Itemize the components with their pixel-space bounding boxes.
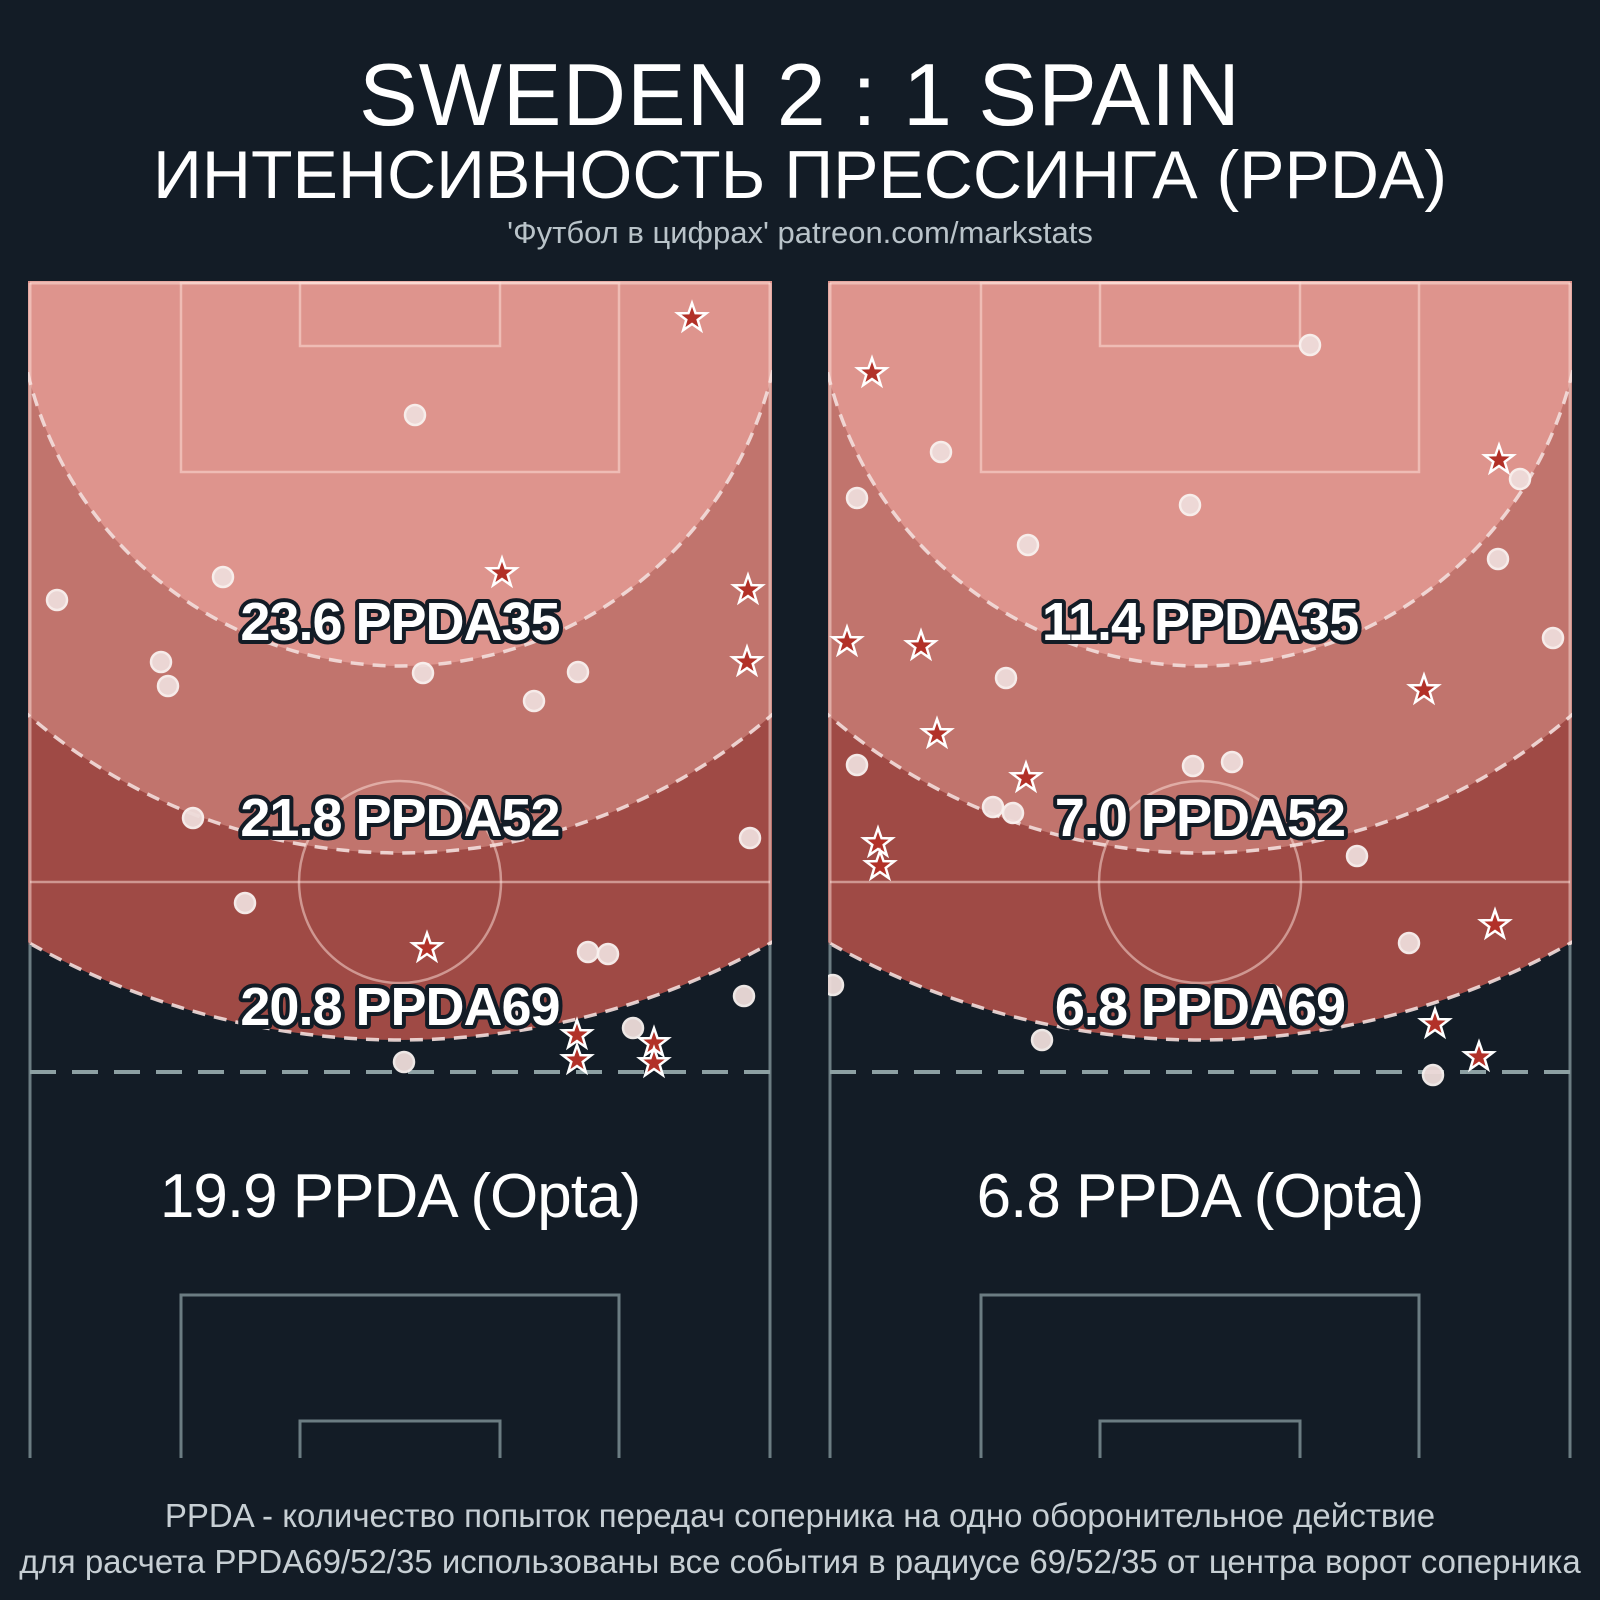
markers-left bbox=[45, 301, 764, 1077]
dot-marker bbox=[1541, 626, 1565, 650]
dot-marker bbox=[1298, 333, 1322, 357]
arc-35-right bbox=[828, 366, 1572, 668]
dot-marker bbox=[929, 440, 953, 464]
dot-marker bbox=[392, 1050, 416, 1074]
dot-marker bbox=[994, 666, 1018, 690]
markers-right bbox=[828, 333, 1565, 1087]
arc-69-right bbox=[828, 940, 1572, 1042]
goal-area-bottom-right-pitch bbox=[1098, 1419, 1302, 1458]
header: SWEDEN 2 : 1 SPAIN ИНТЕНСИВНОСТЬ ПРЕССИН… bbox=[153, 45, 1447, 250]
dot-marker bbox=[1397, 931, 1421, 955]
center-circle-left-pitch bbox=[297, 779, 503, 985]
label-opta-left: 19.9 PPDA (Opta) bbox=[160, 1162, 640, 1231]
footer-line-1: PPDA - количество попыток передач соперн… bbox=[165, 1497, 1435, 1534]
dot-marker bbox=[1421, 1063, 1445, 1087]
label-ppda52-right: 7.0 PPDA52 bbox=[1055, 788, 1345, 848]
page-title: SWEDEN 2 : 1 SPAIN bbox=[359, 45, 1241, 144]
dot-marker bbox=[1181, 754, 1205, 778]
dot-marker bbox=[1259, 983, 1283, 1007]
dot-marker bbox=[1178, 493, 1202, 517]
zone-ppda35-right bbox=[828, 281, 1572, 666]
dot-marker bbox=[1001, 801, 1025, 825]
dot-marker bbox=[1016, 533, 1040, 557]
credit-line: 'Футбол в цифрах' patreon.com/markstats bbox=[507, 215, 1093, 250]
dot-marker bbox=[576, 940, 600, 964]
dot-marker bbox=[828, 973, 845, 997]
label-ppda69-right: 6.8 PPDA69 bbox=[1055, 977, 1345, 1037]
dot-marker bbox=[499, 997, 523, 1021]
goal-area-top-left-pitch bbox=[298, 281, 502, 348]
dot-marker bbox=[845, 486, 869, 510]
label-ppda69-left: 20.8 PPDA69 bbox=[240, 977, 559, 1037]
footer: PPDA - количество попыток передач соперн… bbox=[19, 1497, 1581, 1580]
center-circle-right-pitch bbox=[1097, 779, 1303, 985]
dot-marker bbox=[149, 650, 173, 674]
dot-marker bbox=[45, 588, 69, 612]
penalty-box-bottom-left-pitch bbox=[179, 1293, 621, 1458]
label-opta-right: 6.8 PPDA (Opta) bbox=[977, 1162, 1424, 1231]
label-ppda35-left: 23.6 PPDA35 bbox=[240, 592, 559, 652]
page-subtitle: ИНТЕНСИВНОСТЬ ПРЕССИНГА (PPDA) bbox=[153, 137, 1447, 213]
dot-marker bbox=[596, 942, 620, 966]
dot-marker bbox=[156, 674, 180, 698]
dot-marker bbox=[522, 689, 546, 713]
dot-marker bbox=[845, 753, 869, 777]
arc-69-left bbox=[28, 940, 772, 1042]
zone-ppda35-left bbox=[28, 281, 772, 666]
dot-marker bbox=[233, 891, 257, 915]
pitch-left: 23.6 PPDA35 21.8 PPDA52 20.8 PPDA69 19.9… bbox=[28, 281, 772, 1458]
label-ppda35-right: 11.4 PPDA35 bbox=[1042, 592, 1358, 652]
goal-area-bottom-left-pitch bbox=[298, 1419, 502, 1458]
dot-marker bbox=[981, 795, 1005, 819]
dot-marker bbox=[621, 1016, 645, 1040]
dot-marker bbox=[738, 826, 762, 850]
arc-35-left bbox=[28, 366, 772, 668]
penalty-box-bottom-right-pitch bbox=[979, 1293, 1421, 1458]
dot-marker bbox=[181, 806, 205, 830]
dot-marker bbox=[1220, 750, 1244, 774]
dot-marker bbox=[411, 661, 435, 685]
dot-marker bbox=[211, 565, 235, 589]
dot-marker bbox=[1486, 547, 1510, 571]
goal-area-top-right-pitch bbox=[1098, 281, 1302, 348]
dot-marker bbox=[732, 984, 756, 1008]
footer-line-2: для расчета PPDA69/52/35 использованы вс… bbox=[19, 1543, 1581, 1580]
dot-marker bbox=[566, 660, 590, 684]
dot-marker bbox=[1345, 844, 1369, 868]
dot-marker bbox=[1030, 1028, 1054, 1052]
dot-marker bbox=[1508, 467, 1532, 491]
label-ppda52-left: 21.8 PPDA52 bbox=[240, 788, 559, 848]
pitch-right: 11.4 PPDA35 7.0 PPDA52 6.8 PPDA69 6.8 PP… bbox=[828, 281, 1572, 1458]
dot-marker bbox=[403, 403, 427, 427]
